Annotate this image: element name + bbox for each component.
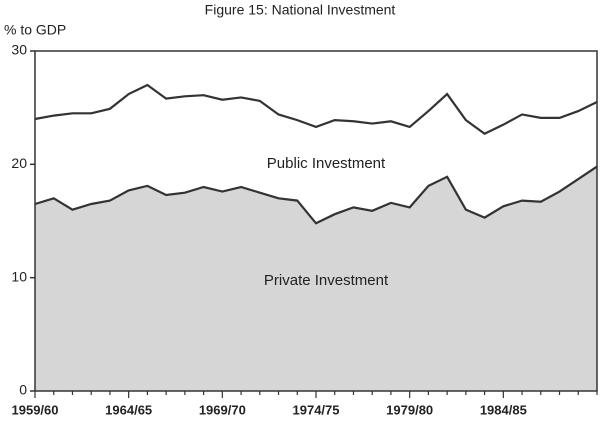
x-tick-label: 1979/80 bbox=[386, 402, 433, 417]
private-area bbox=[35, 166, 597, 391]
x-tick-label: 1974/75 bbox=[293, 402, 340, 417]
series-label: Public Investment bbox=[267, 155, 386, 172]
y-tick-label: 20 bbox=[11, 155, 27, 171]
x-tick-label: 1964/65 bbox=[105, 402, 152, 417]
series-label: Private Investment bbox=[264, 272, 389, 289]
private-line bbox=[34, 165, 598, 225]
x-tick-label: 1984/85 bbox=[480, 402, 527, 417]
y-tick-label: 10 bbox=[11, 268, 27, 284]
x-tick-label: 1959/60 bbox=[12, 402, 59, 417]
y-axis-label: % to GDP bbox=[4, 22, 66, 38]
x-tick-label: 1969/70 bbox=[199, 402, 246, 417]
total-line bbox=[34, 83, 598, 136]
public-area bbox=[35, 85, 597, 224]
y-tick-label: 30 bbox=[11, 42, 27, 58]
chart-title: Figure 15: National Investment bbox=[205, 2, 396, 18]
y-tick-label: 0 bbox=[19, 382, 27, 398]
